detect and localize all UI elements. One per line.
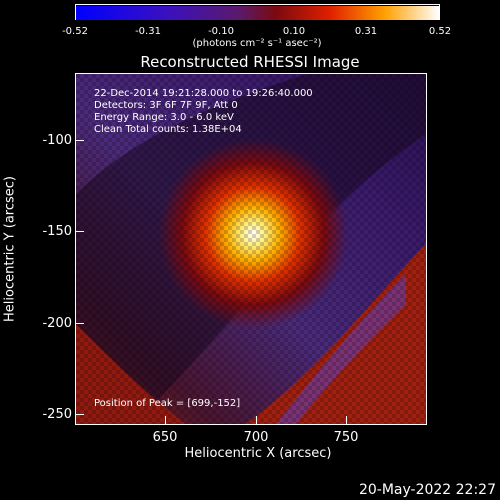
x-tick-label: 750 [333, 430, 359, 445]
colorbar-tick-label: -0.31 [135, 26, 161, 37]
y-tick [76, 414, 84, 415]
y-tick [76, 231, 84, 232]
time-range-annotation: 22-Dec-2014 19:21:28.000 to 19:26:40.000 [94, 88, 313, 99]
x-axis-label: Heliocentric X (arcsec) [184, 446, 332, 461]
method-annotation: Clean Total counts: 1.38E+04 [94, 124, 242, 135]
colorbar-tick-label: 0.52 [428, 26, 452, 37]
y-tick-label: -250 [42, 407, 72, 422]
y-axis-label: Heliocentric Y (arcsec) [2, 176, 18, 322]
energy-annotation: Energy Range: 3.0 - 6.0 keV [94, 112, 234, 123]
detectors-annotation: Detectors: 3F 6F 7F 9F, Att 0 [94, 100, 238, 111]
image-plot[interactable] [75, 73, 427, 425]
peak-annotation: Position of Peak = [699,-152] [94, 398, 241, 409]
pixel-texture [76, 74, 426, 424]
y-tick [76, 140, 84, 141]
x-tick-label: 700 [243, 430, 269, 445]
heatmap-image [76, 74, 426, 424]
x-tick [346, 416, 347, 424]
colorbar-tick-label: 0.31 [354, 26, 378, 37]
x-tick [256, 416, 257, 424]
colorbar-gradient [76, 6, 439, 20]
colorbar-tick-label: 0.10 [282, 26, 306, 37]
y-tick-label: -150 [42, 224, 72, 239]
y-tick-label: -100 [42, 133, 72, 148]
y-tick [76, 323, 84, 324]
colorbar [75, 4, 440, 20]
colorbar-units: (photons cm⁻² s⁻¹ asec⁻²) [192, 38, 322, 49]
x-tick [165, 416, 166, 424]
plot-title: Reconstructed RHESSI Image [140, 53, 360, 71]
colorbar-tick-label: -0.10 [208, 26, 234, 37]
y-tick-label: -200 [42, 316, 72, 331]
footer-date: 20-May-2022 22:27 [358, 482, 496, 498]
colorbar-tick-label: -0.52 [62, 26, 88, 37]
x-tick-label: 650 [152, 430, 178, 445]
